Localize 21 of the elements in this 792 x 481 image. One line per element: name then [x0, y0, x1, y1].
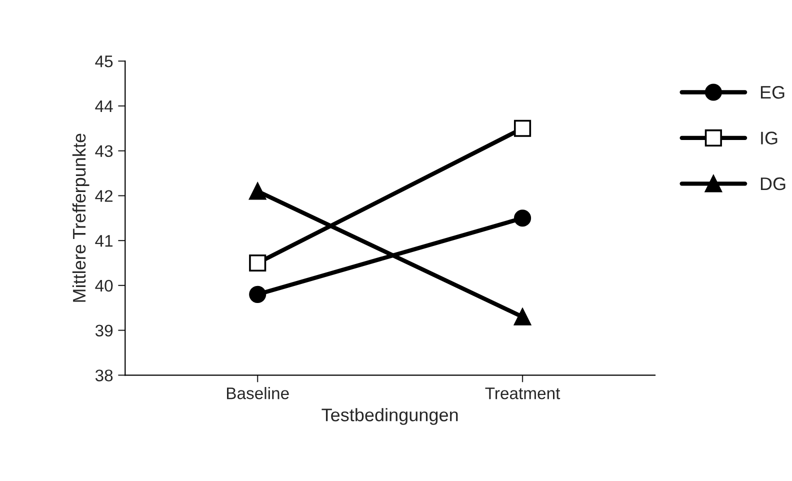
point — [249, 286, 266, 303]
y-tick-label: 40 — [95, 280, 113, 292]
point — [249, 254, 266, 272]
legend-label: IG — [761, 132, 778, 144]
y-tick-label: 45 — [95, 56, 113, 68]
legend-label: EG — [760, 86, 784, 99]
y-tick-label: 39 — [95, 324, 113, 337]
point — [514, 210, 532, 227]
point — [514, 308, 532, 326]
y-tick-label: 41 — [95, 235, 113, 247]
x-tick-label: Baseline — [227, 386, 289, 400]
point — [514, 120, 532, 137]
y-tick-label: 44 — [95, 100, 113, 112]
y-tick-label: 43 — [95, 145, 113, 158]
y-axis-title: Mittlere Trefferpunkte — [72, 134, 90, 302]
point — [249, 182, 266, 200]
legend-label: DG — [760, 177, 786, 190]
y-tick-label: 38 — [95, 370, 113, 382]
x-tick-label: Treatment — [485, 388, 560, 400]
y-tick-label: 42 — [95, 190, 112, 202]
x-axis-title: Testbedingungen — [322, 408, 458, 425]
